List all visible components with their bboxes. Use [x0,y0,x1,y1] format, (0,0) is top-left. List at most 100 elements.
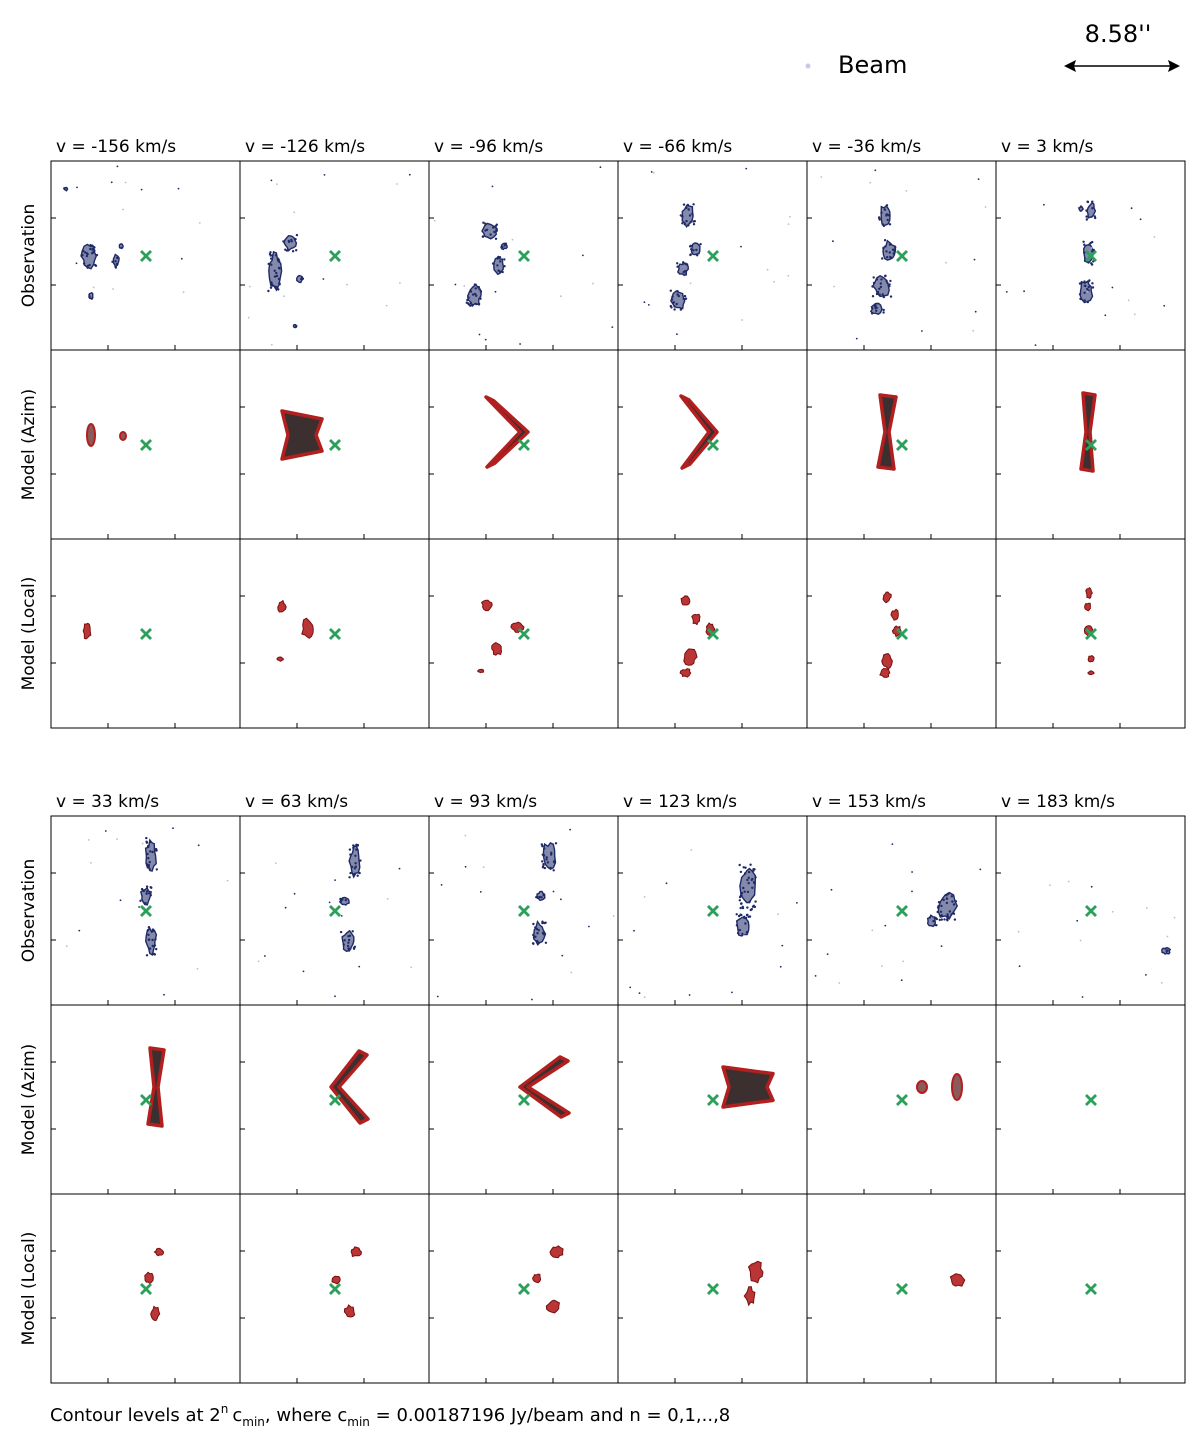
observation-pixel [953,918,957,921]
channel-velocity-label: v = 153 km/s [812,792,926,812]
local-model-emission [1084,602,1091,612]
observation-pixel [545,856,548,859]
observation-pixel [540,896,543,899]
center-marker-stroke [329,628,341,640]
observation-pixel [491,262,495,265]
center-marker [518,628,530,640]
noise-pixel [881,965,883,967]
observation-pixel [541,931,545,935]
noise-pixel [569,828,571,831]
observation-pixel [120,246,123,250]
noise-pixel [874,169,877,172]
observation-pixel [687,208,690,211]
center-marker-stroke [707,1094,719,1106]
observation-pixel [738,928,741,932]
noise-pixel [478,333,481,336]
observation-pixel [147,865,150,869]
model-emission [1079,391,1097,473]
center-marker-stroke [518,1283,530,1295]
channel-panel [617,349,808,540]
observation-pixel [888,283,891,286]
local-model-emission [1087,670,1095,676]
channel-panel [50,1004,241,1195]
noise-pixel [110,181,113,184]
observation-pixel [689,221,692,224]
channel-panel [806,1193,997,1384]
observation-pixel [880,278,883,281]
observation-pixel [503,265,506,268]
observation-pixel [888,285,891,288]
observation-pixel [749,908,752,912]
channel-panel [617,1193,808,1384]
noise-pixel [283,295,285,298]
noise-pixel [973,258,976,261]
center-marker-stroke [518,628,530,640]
observation-pixel [550,851,553,854]
observation-emission [466,283,482,308]
observation-pixel [471,303,474,307]
observation-pixel [489,233,492,236]
center-marker-stroke [1085,1283,1097,1295]
observation-pixel [886,218,889,222]
observation-pixel [543,866,547,870]
observation-pixel [341,898,344,901]
noise-pixel [163,993,165,996]
observation-pixel [474,292,477,296]
observation-pixel [269,286,273,289]
observation-pixel [473,283,477,286]
observation-pixel [1079,297,1082,301]
observation-pixel [1088,279,1091,282]
observation-pixel [534,926,537,929]
observation-pixel [753,905,757,909]
observation-pixel [359,859,362,862]
noise-pixel [592,282,594,285]
observation-pixel [153,944,157,947]
noise-pixel [172,827,174,830]
observation-pixel [347,949,351,952]
observation-pixel [145,840,148,843]
model-emission [119,431,127,441]
observation-pixel [275,274,279,278]
noise-pixel [905,190,908,192]
observation-pixel [877,216,881,219]
observation-pixel [146,852,149,856]
noise-pixel [560,898,562,901]
noise-pixel [270,179,273,182]
observation-pixel [1087,285,1090,289]
observation-pixel [347,947,350,950]
noise-pixel [1166,935,1169,938]
observation-pixel [754,900,757,903]
center-marker-stroke [896,1094,908,1106]
observation-pixel [946,914,949,918]
panel-grid: v = -156 km/s v = -126 km/s v = -96 km/s v … [19,137,1186,1384]
center-marker [518,439,530,451]
observation-pixel [945,897,949,900]
observation-pixel [936,910,939,914]
observation-pixel [872,281,876,285]
observation-pixel [751,877,754,881]
observation-pixel [1085,215,1088,218]
noise-pixel [140,188,143,191]
observation-pixel [532,922,535,926]
center-marker-stroke [896,250,908,262]
noise-pixel [838,982,841,984]
noise-pixel [561,954,564,957]
observation-pixel [670,306,673,309]
observation-pixel [541,860,544,863]
observation-pixel [743,890,746,893]
center-marker [707,1094,719,1106]
scale-bar-arrow-left [1064,60,1076,72]
observation-pixel [82,262,86,265]
observation-pixel [1087,261,1090,264]
noise-pixel [463,285,466,287]
row-label: Model (Local) [19,577,39,691]
channel-panel [995,1004,1186,1195]
observation-pixel [874,307,877,310]
observation-pixel [81,254,84,257]
noise-pixel [612,915,615,917]
noise-pixel [270,343,273,346]
observation-pixel [676,262,679,265]
center-marker [896,1283,908,1295]
row-label: Observation [19,204,39,308]
observation-pixel [753,881,756,885]
